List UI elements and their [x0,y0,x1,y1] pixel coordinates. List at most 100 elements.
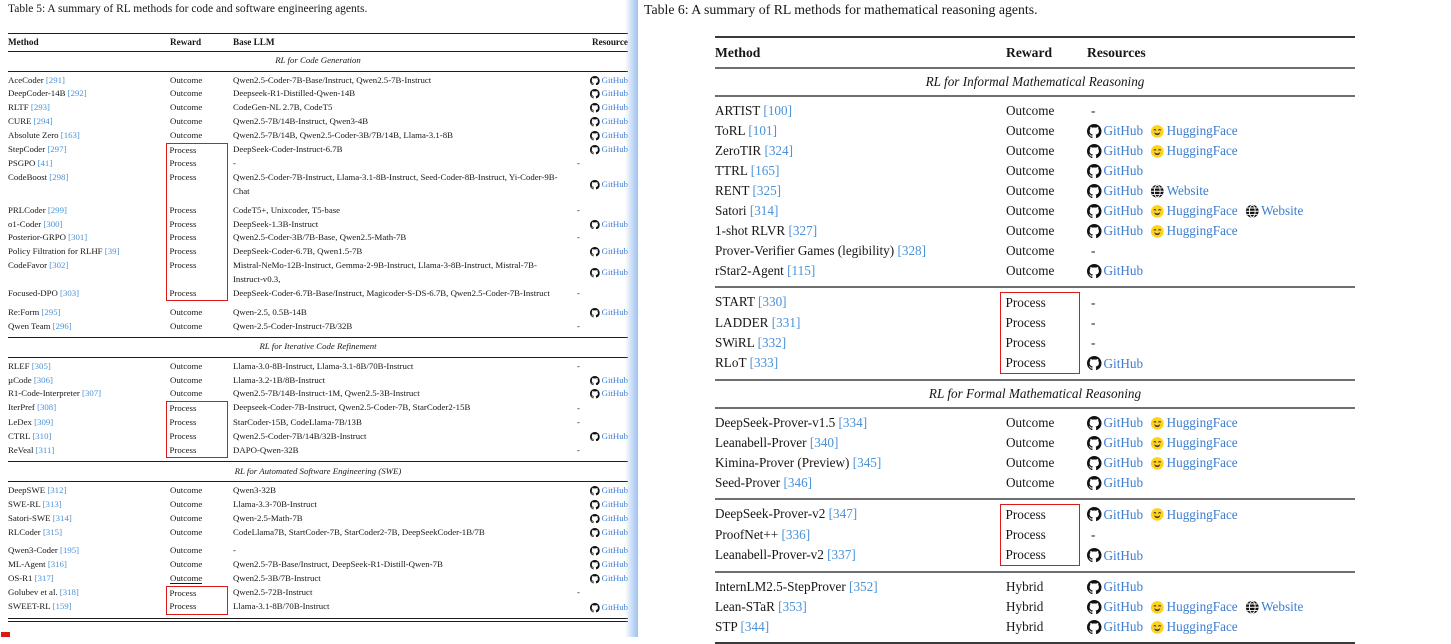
github-link[interactable]: GitHub [589,101,628,115]
citation-link[interactable]: [318] [57,586,79,597]
github-link[interactable]: GitHub [1087,121,1143,141]
github-link[interactable]: GitHub [1087,597,1143,617]
citation-link[interactable]: [308] [34,402,57,413]
github-link[interactable]: GitHub [589,572,628,586]
github-link[interactable]: GitHub [1087,473,1143,493]
github-link[interactable]: GitHub [589,245,628,259]
citation-link[interactable]: [347] [825,506,858,521]
citation-link[interactable]: [333] [746,355,779,370]
citation-link[interactable]: [311] [33,444,55,455]
website-link[interactable]: Website [1245,597,1303,617]
citation-link[interactable]: [324] [761,143,794,158]
citation-link[interactable]: [302] [47,259,69,270]
citation-link[interactable]: [327] [785,223,818,238]
huggingface-link[interactable]: HuggingFace [1150,433,1238,453]
github-link[interactable]: GitHub [589,430,628,444]
github-link[interactable]: GitHub [589,601,628,615]
citation-link[interactable]: [331] [768,315,801,330]
github-link[interactable]: GitHub [589,143,628,157]
github-link[interactable]: GitHub [589,74,628,88]
github-link[interactable]: GitHub [589,544,628,558]
github-link[interactable]: GitHub [1087,261,1143,281]
github-link[interactable]: GitHub [589,178,628,192]
citation-link[interactable]: [291] [43,74,65,85]
citation-link[interactable]: [344] [737,619,770,634]
github-link[interactable]: GitHub [589,387,628,401]
citation-link[interactable]: [337] [823,547,856,562]
citation-link[interactable]: [353] [774,599,807,614]
github-link[interactable]: GitHub [589,129,628,143]
citation-link[interactable]: [315] [40,526,63,537]
citation-link[interactable]: [334] [835,415,868,430]
website-link[interactable]: Website [1245,201,1303,221]
github-link[interactable]: GitHub [1087,453,1143,473]
github-link[interactable]: GitHub [1087,617,1143,637]
github-link[interactable]: GitHub [1087,141,1143,161]
citation-link[interactable]: [312] [45,485,67,496]
huggingface-link[interactable]: HuggingFace [1150,221,1238,241]
citation-link[interactable]: [314] [746,203,779,218]
citation-link[interactable]: [316] [45,559,67,570]
citation-link[interactable]: [39] [102,246,120,257]
huggingface-link[interactable]: HuggingFace [1150,505,1238,525]
github-link[interactable]: GitHub [1087,221,1143,241]
github-link[interactable]: GitHub [589,374,628,388]
huggingface-link[interactable]: HuggingFace [1150,201,1238,221]
citation-link[interactable]: [298] [47,172,69,183]
github-link[interactable]: GitHub [1087,201,1143,221]
citation-link[interactable]: [165] [747,163,780,178]
github-link[interactable]: GitHub [589,266,628,280]
huggingface-link[interactable]: HuggingFace [1150,413,1238,433]
citation-link[interactable]: [313] [40,498,62,509]
website-link[interactable]: Website [1150,181,1209,201]
citation-link[interactable]: [346] [780,475,813,490]
huggingface-link[interactable]: HuggingFace [1150,121,1238,141]
huggingface-link[interactable]: HuggingFace [1150,597,1238,617]
citation-link[interactable]: [292] [65,88,87,99]
citation-link[interactable]: [41] [35,158,53,169]
citation-link[interactable]: [330] [754,294,787,309]
citation-link[interactable]: [309] [31,416,54,427]
citation-link[interactable]: [303] [57,287,80,298]
citation-link[interactable]: [340] [806,435,839,450]
citation-link[interactable]: [310] [30,430,52,441]
github-link[interactable]: GitHub [589,498,628,512]
citation-link[interactable]: [294] [31,115,53,126]
huggingface-link[interactable]: HuggingFace [1150,141,1238,161]
citation-link[interactable]: [297] [45,143,67,154]
github-link[interactable]: GitHub [589,526,628,540]
github-link[interactable]: GitHub [589,558,628,572]
github-link[interactable]: GitHub [589,306,628,320]
github-link[interactable]: GitHub [1087,413,1143,433]
citation-link[interactable]: [301] [65,232,88,243]
citation-link[interactable]: [306] [31,374,53,385]
citation-link[interactable]: [100] [760,103,792,118]
citation-link[interactable]: [159] [50,601,72,612]
citation-link[interactable]: [345] [849,455,882,470]
citation-link[interactable]: [336] [778,527,811,542]
citation-link[interactable]: [332] [754,335,787,350]
github-link[interactable]: GitHub [1087,505,1143,525]
github-link[interactable]: GitHub [1087,161,1143,181]
citation-link[interactable]: [299] [45,204,67,215]
citation-link[interactable]: [115] [783,263,816,278]
github-link[interactable]: GitHub [1087,433,1143,453]
citation-link[interactable]: [305] [29,360,51,371]
citation-link[interactable]: [163] [58,129,80,140]
citation-link[interactable]: [293] [28,102,50,113]
citation-link[interactable]: [328] [894,243,927,258]
citation-link[interactable]: [314] [50,512,72,523]
citation-link[interactable]: [352] [845,579,878,594]
citation-link[interactable]: [325] [749,183,782,198]
github-link[interactable]: GitHub [1087,354,1143,374]
citation-link[interactable]: [300] [41,218,63,229]
github-link[interactable]: GitHub [1087,546,1143,566]
github-link[interactable]: GitHub [589,87,628,101]
citation-link[interactable]: [296] [50,321,72,332]
huggingface-link[interactable]: HuggingFace [1150,453,1238,473]
citation-link[interactable]: [101] [745,123,777,138]
github-link[interactable]: GitHub [1087,577,1143,597]
github-link[interactable]: GitHub [589,218,628,232]
github-link[interactable]: GitHub [589,484,628,498]
citation-link[interactable]: [295] [39,307,61,318]
